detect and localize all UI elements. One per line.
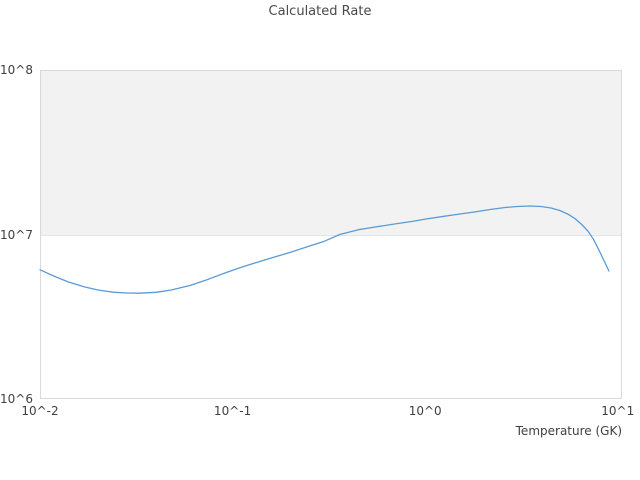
x-tick-label: 10^1 xyxy=(601,404,635,418)
x-axis-title: Temperature (GK) xyxy=(515,424,622,438)
x-tick-label: 10^-2 xyxy=(21,404,59,418)
chart-title: Calculated Rate xyxy=(268,4,372,19)
decade-shaded-band xyxy=(41,71,621,236)
rate-curve xyxy=(39,205,610,294)
plot-area xyxy=(39,70,622,399)
y-tick-label: 10^8 xyxy=(0,63,33,77)
x-tick-label: 10^-1 xyxy=(213,404,252,418)
y-tick-label: 10^7 xyxy=(0,227,33,242)
y-tick-label: 10^6 xyxy=(0,392,33,406)
rate-curve-svg xyxy=(39,205,610,294)
x-tick-label: 10^0 xyxy=(408,404,442,418)
